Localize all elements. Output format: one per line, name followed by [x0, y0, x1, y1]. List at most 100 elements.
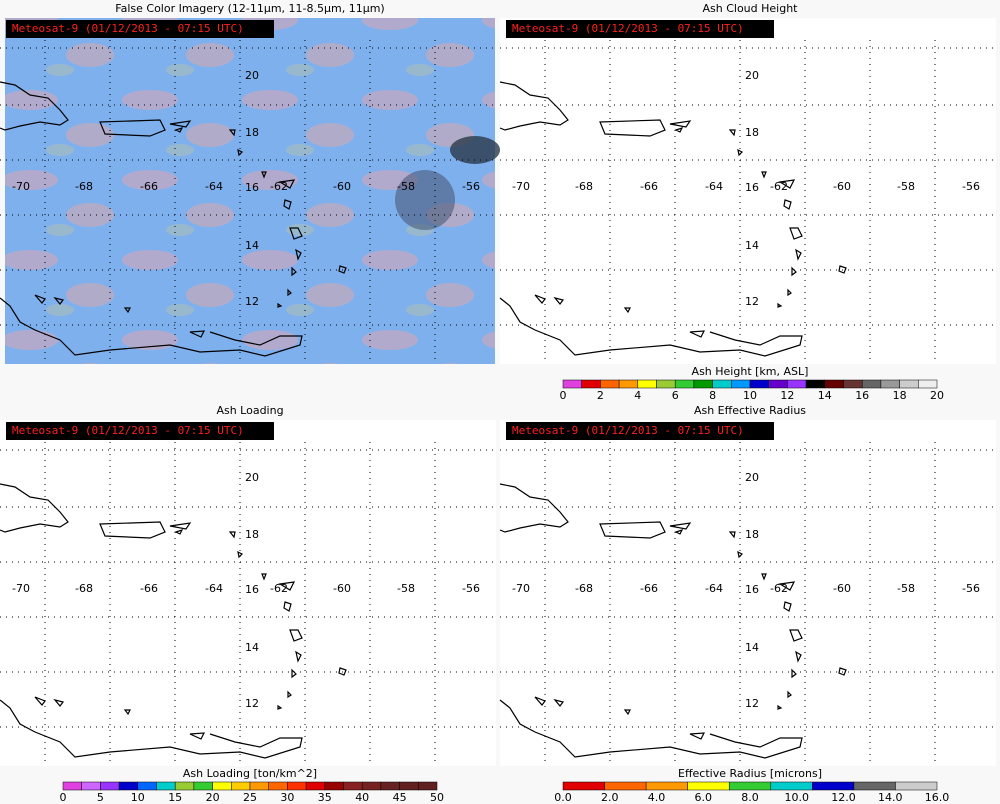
colorbar-cell [343, 781, 363, 791]
lon-label: -70 [12, 180, 30, 193]
lon-label: -62 [770, 180, 788, 193]
colorbar-cell [562, 379, 582, 389]
colorbar-cell [770, 781, 813, 791]
colorbar-cell [249, 781, 269, 791]
lon-label: -68 [75, 180, 93, 193]
colorbar-tick: 14.0 [878, 791, 903, 804]
lon-label: -60 [333, 180, 351, 193]
colorbar-cell [305, 781, 326, 791]
colorbar-cell [645, 781, 688, 791]
colorbar-tick: 50 [430, 791, 444, 804]
colorbar-cell [895, 781, 938, 791]
lon-label: -62 [270, 180, 288, 193]
colorbar-tick: 2 [597, 389, 604, 402]
colorbar-cell [728, 781, 772, 791]
colorbar-tick: 2.0 [601, 791, 619, 804]
lat-label: 18 [745, 528, 759, 541]
panel: False Color Imagery (12-11µm, 11-8.5µm, … [0, 0, 500, 402]
lat-label: 18 [245, 528, 259, 541]
colorbar-cell [656, 379, 676, 389]
colorbar-cell [749, 379, 769, 389]
colorbar-cell [174, 781, 195, 791]
colorbar-label: Ash Loading [ton/km^2] [183, 767, 317, 780]
colorbar-cell [687, 781, 730, 791]
colorbar-cell [712, 379, 732, 389]
colorbar-tick: 10 [131, 791, 145, 804]
colorbar-cell [899, 379, 919, 389]
colorbar-tick: 16 [855, 389, 869, 402]
stamp-box [506, 20, 774, 38]
colorbar-tick: 0.0 [554, 791, 572, 804]
colorbar-cell [843, 379, 863, 389]
lat-label: 16 [745, 181, 759, 194]
colorbar-tick: 8.0 [741, 791, 759, 804]
lon-label: -66 [140, 180, 158, 193]
colorbar-cell [693, 379, 713, 389]
lat-label: 20 [245, 69, 259, 82]
colorbar-label: Ash Height [km, ASL] [692, 365, 809, 378]
lon-label: -70 [512, 582, 530, 595]
panel-title: Ash Effective Radius [694, 404, 806, 417]
colorbar-cell [137, 781, 157, 791]
lat-label: 14 [245, 641, 259, 654]
colorbar-tick: 15 [168, 791, 182, 804]
colorbar-label: Effective Radius [microns] [678, 767, 822, 780]
colorbar-cell [918, 379, 938, 389]
map-area [500, 18, 996, 364]
stamp-text: Meteosat-9 (01/12/2013 - 07:15 UTC) [12, 424, 244, 437]
colorbar-tick: 0 [60, 791, 67, 804]
lon-label: -62 [770, 582, 788, 595]
colorbar-cell [853, 781, 896, 791]
lon-label: -56 [962, 582, 980, 595]
colorbar-cell [674, 379, 695, 389]
lat-label: 16 [245, 181, 259, 194]
colorbar-cell [156, 781, 176, 791]
colorbar-tick: 8 [709, 389, 716, 402]
colorbar-tick: 40 [355, 791, 369, 804]
colorbar-tick: 12 [780, 389, 794, 402]
colorbar-cell [618, 379, 639, 389]
colorbar-tick: 35 [318, 791, 332, 804]
colorbar-cell [824, 379, 844, 389]
colorbar-cell [324, 781, 344, 791]
lat-label: 12 [745, 295, 759, 308]
panel-title: False Color Imagery (12-11µm, 11-8.5µm, … [115, 2, 384, 15]
panel: Ash Loading Meteosat-9 (01/12/2013 - 07:1… [0, 402, 500, 804]
lat-label: 14 [745, 239, 759, 252]
lat-label: 12 [245, 697, 259, 710]
colorbar-cell [81, 781, 101, 791]
lon-label: -70 [12, 582, 30, 595]
colorbar-tick: 20 [930, 389, 944, 402]
stamp-box [506, 422, 774, 440]
panel-title: Ash Loading [216, 404, 283, 417]
panel: Ash Effective Radius Meteosat-9 (01/12/20… [499, 402, 1000, 804]
lat-label: 16 [745, 583, 759, 596]
stamp-box [6, 422, 274, 440]
lon-label: -64 [705, 582, 723, 595]
map-area [500, 420, 996, 766]
panel: Ash Cloud Height Meteosat-9 (01/12/2013 -… [499, 0, 1000, 402]
stamp-text: Meteosat-9 (01/12/2013 - 07:15 UTC) [512, 424, 744, 437]
lat-label: 20 [745, 69, 759, 82]
stamp-box [6, 20, 274, 38]
lat-label: 12 [245, 295, 259, 308]
colorbar-cell [268, 781, 288, 791]
lon-label: -58 [397, 180, 415, 193]
lon-label: -58 [397, 582, 415, 595]
colorbar-cell [805, 379, 826, 389]
colorbar-cell [118, 781, 139, 791]
panel-title: Ash Cloud Height [702, 2, 798, 15]
colorbar-cell [62, 781, 82, 791]
colorbar-cell [231, 781, 251, 791]
colorbar-cell [562, 781, 605, 791]
colorbar-cell [880, 379, 900, 389]
colorbar-cell [100, 781, 120, 791]
map-area [0, 420, 496, 766]
lon-label: -64 [205, 180, 223, 193]
colorbar-tick: 0 [560, 389, 567, 402]
lat-label: 20 [245, 471, 259, 484]
colorbar-tick: 4 [634, 389, 641, 402]
colorbar-tick: 14 [818, 389, 832, 402]
colorbar-cell [812, 781, 855, 791]
colorbar-tick: 30 [280, 791, 294, 804]
